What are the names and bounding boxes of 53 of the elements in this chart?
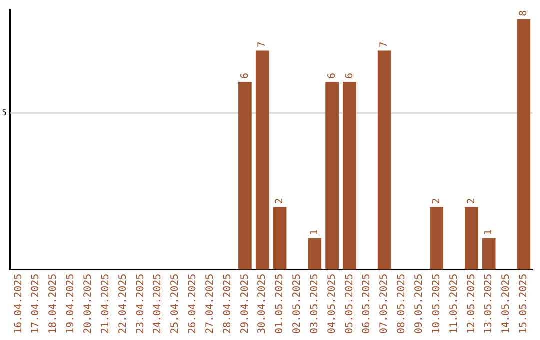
x-tick-label: 28.04.2025 [222,274,234,334]
x-tick-label: 17.04.2025 [30,274,42,334]
x-tick-label: 23.04.2025 [135,274,146,334]
x-tick-label: 26.04.2025 [188,274,199,334]
x-tick-label: 27.04.2025 [204,274,216,334]
bar [326,82,339,270]
data-label: 7 [379,42,390,48]
bar [238,82,252,270]
x-tick-label: 12.05.2025 [466,274,478,334]
bar [273,207,287,270]
bar [308,238,322,270]
bar [465,207,478,270]
ref-line-label: 5 [2,108,8,118]
x-tick-label: 10.05.2025 [431,274,442,334]
data-label: 2 [431,198,442,204]
x-tick-label: 05.05.2025 [344,274,356,334]
x-tick-label: 30.04.2025 [257,274,268,334]
data-label: 2 [274,198,286,204]
x-tick-label: 03.05.2025 [309,274,320,334]
data-label: 6 [326,72,338,79]
x-tick-label: 15.05.2025 [518,274,530,334]
data-label: 2 [466,198,478,204]
bar [482,238,496,270]
data-label: 6 [240,72,251,79]
x-tick-label: 19.04.2025 [66,274,77,334]
x-tick-label: 07.05.2025 [379,274,390,334]
data-label: 7 [257,42,268,48]
data-label: 6 [344,72,356,79]
x-tick-label: 25.04.2025 [170,274,182,334]
bar [256,50,270,270]
bar [517,19,531,270]
x-tick-label: 06.05.2025 [362,274,373,334]
x-tick-label: 24.04.2025 [152,274,164,334]
x-tick-label: 02.05.2025 [292,274,304,334]
x-tick-label: 08.05.2025 [396,274,408,334]
x-tick-label: 13.05.2025 [484,274,495,334]
data-label: 8 [518,10,530,16]
x-tick-label: 16.04.2025 [13,274,24,334]
bar [430,207,444,270]
x-tick-label: 01.05.2025 [274,274,286,334]
x-tick-label: 11.05.2025 [448,274,460,334]
x-tick-label: 29.04.2025 [240,274,251,334]
x-tick-label: 22.04.2025 [118,274,129,334]
bar [343,82,356,270]
x-tick-label: 14.05.2025 [501,274,512,334]
x-tick-label: 09.05.2025 [414,274,425,334]
x-tick-label: 18.04.2025 [48,274,60,334]
data-label: 1 [484,229,495,236]
x-tick-label: 21.04.2025 [100,274,112,334]
x-tick-label: 20.04.2025 [82,274,94,334]
x-tick-label: 04.05.2025 [326,274,338,334]
bar [378,50,392,270]
data-label: 1 [309,229,320,236]
